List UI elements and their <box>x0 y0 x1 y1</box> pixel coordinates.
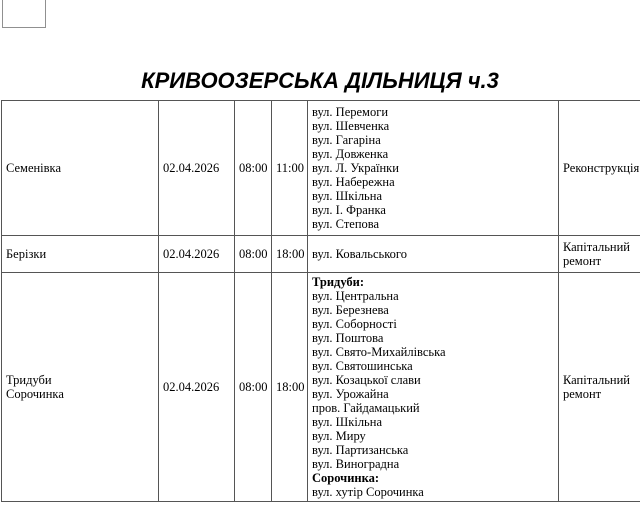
street-line: вул. Святошинська <box>312 359 413 373</box>
streets-cell: Тридуби: вул. Центральна вул. Березнева вул… <box>307 272 559 502</box>
street-line: вул. Набережна <box>312 175 395 189</box>
previous-table-fragment <box>2 0 46 28</box>
street-line: вул. Гагаріна <box>312 133 381 147</box>
end-time-cell: 18:00 <box>271 272 308 502</box>
end-time-cell: 18:00 <box>271 235 308 273</box>
street-group-header: Сорочинка: <box>312 471 380 485</box>
street-line: вул. Соборності <box>312 317 397 331</box>
street-line: вул. Свято-Михайлівська <box>312 345 446 359</box>
street-line: вул. Степова <box>312 217 380 231</box>
street-line: вул. Шевченка <box>312 119 390 133</box>
street-line: вул. Поштова <box>312 331 384 345</box>
street-line: вул. Довженка <box>312 147 389 161</box>
outage-schedule-table: Семенівка 02.04.2026 08:00 11:00 вул. Пе… <box>1 100 640 502</box>
start-time-cell: 08:00 <box>234 100 272 236</box>
end-time-cell: 11:00 <box>271 100 308 236</box>
page-title: КРИВООЗЕРСЬКА ДІЛЬНИЦЯ ч.3 <box>141 67 499 93</box>
streets-cell: вул. Ковальського <box>307 235 559 273</box>
start-time-cell: 08:00 <box>234 272 272 502</box>
street-line: вул. Козацької слави <box>312 373 421 387</box>
settlement-cell: Семенівка <box>1 100 159 236</box>
date-cell: 02.04.2026 <box>158 235 235 273</box>
street-group-header: Тридуби: <box>312 275 365 289</box>
street-line: вул. Партизанська <box>312 443 409 457</box>
street-line: вул. Шкільна <box>312 415 382 429</box>
streets-cell: вул. Перемоги вул. Шевченка вул. Гагаріна в… <box>307 100 559 236</box>
work-type-cell: Капітальний ремонт <box>558 235 640 273</box>
street-line: вул. Урожайна <box>312 387 389 401</box>
start-time-cell: 08:00 <box>234 235 272 273</box>
street-line: вул. Виноградна <box>312 457 400 471</box>
street-line: вул. Л. Українки <box>312 161 399 175</box>
schedule-row: Семенівка 02.04.2026 08:00 11:00 вул. Пе… <box>1 100 640 236</box>
street-line: вул. Березнева <box>312 303 389 317</box>
settlement-cell: Тридуби Сорочинка <box>1 272 159 502</box>
date-cell: 02.04.2026 <box>158 272 235 502</box>
street-line: вул. хутір Сорочинка <box>312 485 424 499</box>
date-cell: 02.04.2026 <box>158 100 235 236</box>
work-type-cell: Реконструкція <box>558 100 640 236</box>
schedule-row: Берізки 02.04.2026 08:00 18:00 вул. Кова… <box>1 235 640 273</box>
street-line: вул. Миру <box>312 429 366 443</box>
work-type-cell: Капітальний ремонт <box>558 272 640 502</box>
schedule-row: Тридуби Сорочинка 02.04.2026 08:00 18:00… <box>1 272 640 502</box>
settlement-cell: Берізки <box>1 235 159 273</box>
schedule-table-body: Семенівка 02.04.2026 08:00 11:00 вул. Пе… <box>1 100 640 502</box>
street-line: вул. Перемоги <box>312 105 389 119</box>
street-line: вул. І. Франка <box>312 203 386 217</box>
street-line: вул. Шкільна <box>312 189 382 203</box>
street-line: пров. Гайдамацький <box>312 401 420 415</box>
street-line: вул. Ковальського <box>312 247 407 261</box>
street-line: вул. Центральна <box>312 289 399 303</box>
